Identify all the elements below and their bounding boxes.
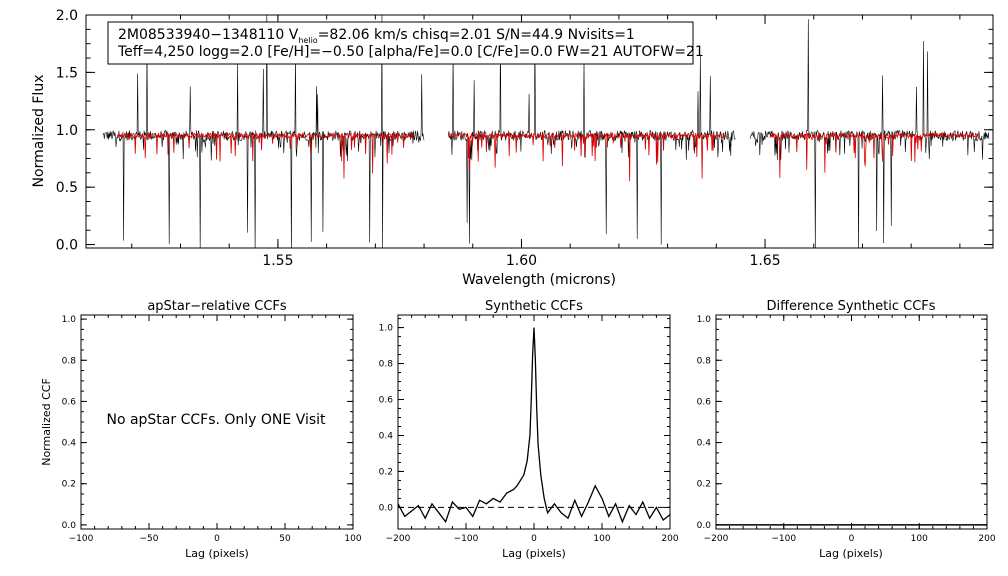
- y-tick-label: 0.2: [62, 480, 76, 490]
- y-tick-label: 0.0: [379, 503, 394, 513]
- apstar-ccf-message: No apStar CCFs. Only ONE Visit: [106, 412, 326, 428]
- y-tick-label: 0.8: [697, 356, 712, 366]
- y-tick-label: 0.6: [697, 397, 712, 407]
- model-spectrum-line: [769, 132, 980, 179]
- synthetic-ccf-line: [397, 327, 671, 524]
- x-tick-label: 0: [531, 534, 537, 544]
- x-tick-label: 0: [214, 534, 220, 544]
- y-tick-label: 1.5: [56, 65, 78, 81]
- difference-ccf-title: Difference Synthetic CCFs: [766, 299, 935, 314]
- x-tick-label: −200: [704, 534, 729, 544]
- spectrum-y-axis-label: Normalized Flux: [31, 75, 47, 188]
- x-tick-label: 100: [593, 534, 610, 544]
- apstar-ccf-x-axis-label: Lag (pixels): [185, 547, 249, 560]
- x-tick-label: 200: [661, 534, 678, 544]
- y-tick-label: 0.8: [62, 356, 77, 366]
- synthetic-ccf-plot-area: [397, 327, 671, 524]
- spectrum-axes-frame: [85, 14, 994, 249]
- x-tick-label: −50: [140, 534, 159, 544]
- synthetic-ccf-title: Synthetic CCFs: [485, 299, 583, 314]
- x-tick-label: −200: [386, 534, 411, 544]
- x-tick-label: 50: [279, 534, 291, 544]
- y-tick-label: 0.8: [379, 360, 394, 370]
- y-tick-label: 0.6: [379, 396, 394, 406]
- apstar-ccf-title: apStar−relative CCFs: [147, 299, 287, 314]
- annotation-line-1: 2M08533940−1348110 Vhelio=82.06 km/s chi…: [118, 27, 635, 45]
- synthetic-ccf-ticks: −200 −100 0 100 200 0.0 0.2 0.4 0.6 0.8 1.0: [379, 315, 679, 544]
- model-spectrum-line: [116, 131, 415, 179]
- difference-ccf-x-axis-label: Lag (pixels): [819, 547, 883, 560]
- spectrum-series-group: [102, 15, 990, 248]
- spectrum-ticks: 1.55 1.60 1.65 0.0 0.5 1.0 1.5 2.0: [56, 8, 993, 269]
- y-tick-label: 0.0: [697, 521, 712, 531]
- y-tick-label: 0.0: [62, 521, 77, 531]
- difference-ccf-panel: −200 −100 0 100 200 0.0 0.2 0.4 0.6 0.8 1.0 Differ…: [697, 299, 996, 560]
- y-tick-label: 1.0: [62, 315, 77, 325]
- synthetic-ccf-axes-frame: [397, 314, 671, 530]
- x-tick-label: 1.60: [506, 253, 537, 269]
- spectrum-x-axis-label: Wavelength (microns): [462, 272, 616, 288]
- synthetic-ccf-x-axis-label: Lag (pixels): [502, 547, 566, 560]
- model-spectrum-line: [448, 131, 727, 182]
- x-tick-label: 200: [978, 534, 995, 544]
- y-tick-label: 1.0: [697, 315, 712, 325]
- x-tick-label: 100: [344, 534, 361, 544]
- y-tick-label: 1.0: [379, 324, 394, 334]
- y-tick-label: 2.0: [56, 8, 78, 24]
- annotation-line-2: Teff=4,250 logg=2.0 [Fe/H]=−0.50 [alpha/…: [117, 44, 704, 60]
- y-tick-label: 0.4: [62, 439, 77, 449]
- x-tick-label: 1.65: [749, 253, 780, 269]
- difference-ccf-ticks: −200 −100 0 100 200 0.0 0.2 0.4 0.6 0.8 1.0: [697, 315, 996, 544]
- x-tick-label: −100: [771, 534, 796, 544]
- x-tick-label: 100: [911, 534, 928, 544]
- y-tick-label: 0.4: [379, 431, 394, 441]
- y-tick-label: 0.2: [697, 480, 711, 490]
- x-tick-label: −100: [69, 534, 94, 544]
- apstar-ccf-panel: −100 −50 0 50 100 0.0 0.2 0.4 0.6 0.8 1.0 apStar−r…: [40, 299, 362, 560]
- x-tick-label: 1.55: [262, 253, 293, 269]
- y-tick-label: 1.0: [56, 123, 78, 139]
- apstar-ccf-ticks: −100 −50 0 50 100 0.0 0.2 0.4 0.6 0.8 1.0: [62, 315, 362, 544]
- y-tick-label: 0.5: [56, 180, 78, 196]
- apstar-ccf-y-axis-label: Normalized CCF: [40, 378, 53, 466]
- x-tick-label: −100: [454, 534, 479, 544]
- y-tick-label: 0.0: [56, 238, 78, 254]
- annotation-box: [107, 21, 694, 65]
- y-tick-label: 0.2: [379, 467, 393, 477]
- spectrum-panel: 1.55 1.60 1.65 0.0 0.5 1.0 1.5 2.0 2M08533940−1…: [31, 8, 994, 288]
- spectrum-plot-area: [102, 15, 990, 248]
- y-tick-label: 0.4: [697, 439, 712, 449]
- difference-ccf-axes-frame: [715, 314, 988, 530]
- synthetic-ccf-panel: −200 −100 0 100 200 0.0 0.2 0.4 0.6 0.8 1.0 Synthe…: [379, 299, 679, 560]
- x-tick-label: 0: [849, 534, 855, 544]
- y-tick-label: 0.6: [62, 397, 77, 407]
